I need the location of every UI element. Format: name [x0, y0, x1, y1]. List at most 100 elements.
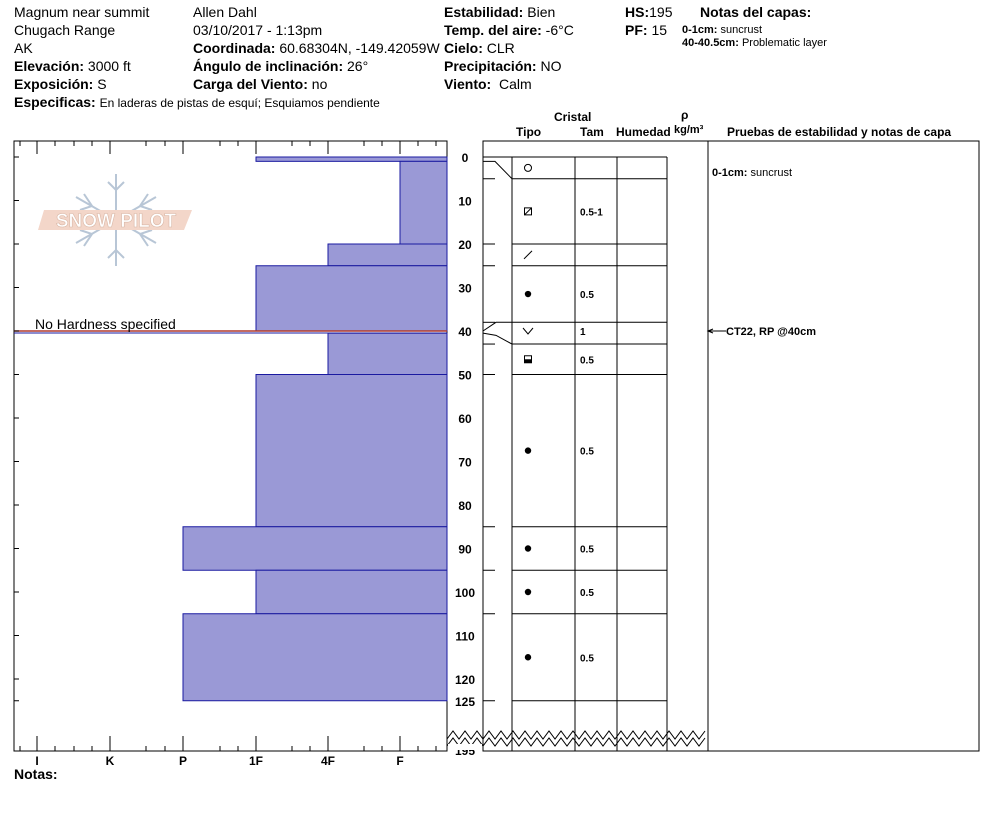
specifics-label: Especificas: [14, 94, 96, 110]
crystal-size-5: 0.5 [580, 355, 594, 366]
hardness-bar-3 [255, 265, 448, 332]
sky-label: Cielo: [444, 40, 483, 56]
depth-label-9: 90 [458, 543, 472, 557]
air-temp-value: -6°C [545, 22, 574, 38]
sky-value: CLR [486, 40, 515, 56]
hardness-bar-2 [327, 243, 448, 267]
crystal-header: Cristal [554, 110, 592, 124]
wind: Viento: Calm [444, 76, 532, 92]
stability: Estabilidad: Bien [444, 4, 555, 20]
depth-label-13: 125 [455, 695, 475, 709]
crystal-dot-icon-6 [524, 447, 532, 454]
half-square-fill [524, 359, 532, 363]
layer-note-1: 40-40.5cm: Problematic layer [682, 37, 827, 49]
crystal-dot-icon-7 [524, 545, 532, 552]
crystal-dot-icon-8 [524, 588, 532, 596]
table-frame [482, 140, 980, 752]
depth-label-8: 80 [458, 499, 472, 513]
wind-label: Viento: [444, 76, 492, 92]
datetime: 03/10/2017 - 1:13pm [193, 22, 323, 38]
layer-notes-title: Notas del capas: [700, 4, 812, 20]
slope-label: Ángulo de inclinación: [193, 58, 344, 74]
density-symbol: ρ [681, 108, 689, 122]
notes-label: Notas: [14, 766, 58, 782]
slope-angle: Ángulo de inclinación: 26° [193, 58, 368, 74]
stability-test-0: CT22, RP @40cm [726, 326, 816, 338]
pf: PF: 15 [625, 22, 667, 38]
mountain-range: Chugach Range [14, 22, 116, 38]
location-name: Magnum near summit [14, 4, 150, 20]
stability-label: Estabilidad: [444, 4, 524, 20]
depth-label-7: 70 [458, 456, 472, 470]
observer: Allen Dahl [193, 4, 257, 20]
type-header: Tipo [516, 125, 542, 139]
depth-label-5: 50 [458, 369, 472, 383]
air-temp: Temp. del aire: -6°C [444, 22, 574, 38]
specifics-value: En laderas de pistas de esquí; Esquiamos… [99, 96, 380, 110]
size-header: Tam [580, 125, 604, 139]
hardness-bar-5 [255, 374, 448, 528]
boundary-connector-upper [482, 321, 512, 332]
depth-label-12: 120 [455, 673, 475, 687]
boundary-connector-top [483, 160, 513, 180]
crystal-chevron-icon-4 [522, 327, 534, 335]
break-zigzag-upper [446, 730, 706, 740]
density-unit: kg/m³ [674, 124, 704, 136]
elevation: Elevación: 3000 ft [14, 58, 131, 74]
moisture-header: Humedad [616, 125, 671, 139]
depth-label-2: 20 [458, 238, 472, 252]
hardness-scale-label-3: 1F [249, 754, 263, 768]
crystal-size-6: 0.5 [580, 447, 594, 458]
coordinates-value: 60.68304N, -149.42059W [279, 40, 440, 56]
coordinates: Coordinada: 60.68304N, -149.42059W [193, 40, 440, 56]
crystal-size-1: 0.5-1 [580, 207, 603, 218]
crystal-size-4: 1 [580, 327, 586, 338]
crystal-half-square-icon-5 [524, 355, 532, 364]
hardness-scale-label-1: K [106, 754, 115, 768]
crystal-size-9: 0.5 [580, 653, 594, 664]
break-gap [448, 744, 482, 750]
crystal-circle-open-icon-0 [524, 163, 532, 172]
depth-label-0: 0 [462, 151, 469, 165]
hardness-bar-0 [255, 156, 448, 162]
depth-label-6: 60 [458, 412, 472, 426]
wind-loading: Carga del Viento: no [193, 76, 327, 92]
depth-label-11: 110 [455, 630, 475, 644]
crystal-slash-icon-2 [523, 250, 533, 260]
hs-value: 195 [649, 4, 673, 20]
depth-label-4: 40 [458, 325, 472, 339]
hardness-scale-label-5: F [396, 754, 403, 768]
stability-value: Bien [527, 4, 556, 20]
hs: HS:195 [625, 4, 672, 20]
layer-note-0-depth: 0-1cm: [682, 24, 718, 36]
hardness-bar-6 [182, 526, 448, 571]
slope-value: 26° [347, 58, 369, 74]
no-hardness-label: No Hardness specified [35, 316, 176, 332]
pf-label: PF: [625, 22, 648, 38]
hardness-scale-label-2: P [179, 754, 187, 768]
wind-value: Calm [498, 76, 532, 92]
pf-value: 15 [651, 22, 668, 38]
coordinates-label: Coordinada: [193, 40, 276, 56]
precip-label: Precipitación: [444, 58, 537, 74]
layer-note-0: 0-1cm: suncrust [712, 167, 792, 179]
hardness-bar-1 [399, 160, 448, 245]
state: AK [14, 40, 33, 56]
aspect-value: S [97, 76, 107, 92]
wind-load-value: no [311, 76, 328, 92]
logo-text: SNOW PILOT [56, 211, 177, 232]
tests-header: Pruebas de estabilidad y notas de capa [727, 125, 952, 139]
depth-label-10: 100 [455, 586, 475, 600]
sky: Cielo: CLR [444, 40, 515, 56]
crystal-size-7: 0.5 [580, 545, 594, 556]
elevation-value: 3000 ft [87, 58, 131, 74]
crystal-square-slash-icon-1 [524, 207, 532, 216]
crystal-size-3: 0.5 [580, 290, 594, 301]
precipitation: Precipitación: NO [444, 58, 561, 74]
logo-banner [38, 210, 192, 230]
stability-test-arrowhead-0 [706, 328, 714, 334]
wind-load-label: Carga del Viento: [193, 76, 308, 92]
air-temp-label: Temp. del aire: [444, 22, 542, 38]
crystal-dot-icon-9 [524, 654, 532, 661]
